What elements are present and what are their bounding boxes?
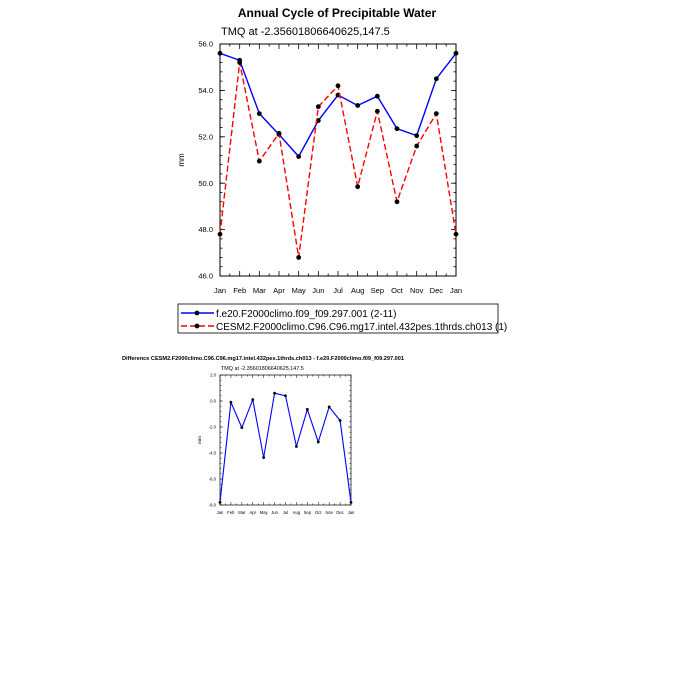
x-tick-label: Apr [249,510,256,515]
series-2-point [217,231,223,237]
diff-y-axis-label: mm [197,436,202,444]
series-1-point [414,133,420,139]
y-axis-label: mm [177,153,186,167]
x-tick-label: Jan [450,286,462,295]
series-1-point [251,398,255,402]
series-1-point [355,103,361,108]
x-tick-label: Jun [312,286,324,295]
series-1-point [349,501,353,504]
series-1-point [262,456,266,459]
series-line-2 [219,62,457,258]
series-1-point [240,426,244,430]
legend-item-2: CESM2.F2000climo.C96.C96.mg17.intel.432p… [181,322,507,333]
x-tick-label: Oct [391,286,404,295]
series-2-point [256,158,262,164]
y-tick-label: 48.0 [198,225,213,234]
series-1-point [305,408,309,411]
y-tick-label: 50.0 [198,179,213,188]
series-2-point [414,143,420,149]
legend-box [177,303,499,334]
x-tick-label: Aug [351,286,364,295]
x-tick-label: Nov [325,510,333,515]
y-tick-label: 56.0 [198,40,213,49]
x-tick-label: May [260,510,269,515]
x-tick-label: May [292,286,306,295]
series-1-point [256,111,262,116]
series-2-point [237,60,243,65]
series-1-point [394,126,400,132]
x-tick-label: Feb [233,286,246,295]
series-1-point [374,93,380,99]
x-tick-label: Nov [410,286,424,295]
x-tick-label: Apr [273,286,285,295]
series-1-point [433,76,439,82]
series-2-point [453,231,459,237]
annual-cycle-chart: Annual Cycle of Precipitable Water TMQ a… [177,6,507,334]
series-1-point [327,405,331,409]
series-2-point [276,130,282,136]
chart-subtitle: TMQ at -2.35601806640625,147.5 [221,26,390,38]
series-1-point [316,440,320,444]
chart-title: Annual Cycle of Precipitable Water [238,6,437,20]
series-1-point [284,394,287,398]
series-1-point [273,391,276,395]
series-1-point [338,419,342,422]
x-tick-label: Jun [271,510,278,515]
x-tick-label: Aug [293,510,301,515]
series-line-1 [219,392,352,503]
difference-chart: Difference CESM2.F2000climo.C96.C96.mg17… [122,356,404,515]
x-tick-label: Jan [348,510,355,515]
x-tick-label: Jan [217,510,224,515]
series-2-point [433,111,439,116]
legend-label-1: f.e20.F2000climo.f09_f09.297.001 (2-11) [216,309,397,320]
legend-label-2: CESM2.F2000climo.C96.C96.mg17.intel.432p… [216,322,507,333]
series-1-point [218,501,222,504]
series-1-point [453,50,459,56]
series-2-point [374,108,380,114]
y-tick-label: 46.0 [198,272,213,281]
y-tick-label: -6.0 [209,476,217,481]
series-2-point [315,104,321,110]
diff-chart-subtitle: TMQ at -2.35601806640625,147.5 [221,366,304,372]
y-tick-label: 0.0 [210,398,216,403]
series-2-point [335,83,341,89]
y-tick-label: 52.0 [198,132,213,141]
y-tick-label: 2.0 [210,372,216,377]
x-tick-label: Mar [238,510,246,515]
x-tick-label: Dec [430,286,444,295]
x-tick-label: Feb [227,510,235,515]
x-tick-label: Mar [253,286,266,295]
x-tick-label: Sep [304,510,312,515]
plot-frame [219,43,457,277]
x-tick-label: Jul [333,286,343,295]
x-tick-label: Jul [283,510,288,515]
x-tick-label: Jan [214,286,226,295]
x-tick-label: Oct [315,510,322,515]
series-2-point [394,199,400,205]
y-tick-label: -4.0 [209,450,217,455]
series-1-point [295,445,298,448]
legend-item-1: f.e20.F2000climo.f09_f09.297.001 (2-11) [181,309,397,320]
series-2-point [355,184,361,190]
series-1-point [217,50,223,56]
series-1-point [229,400,233,404]
x-tick-label: Dec [336,510,343,515]
series-2-point [296,255,302,260]
y-tick-label: -8.0 [209,502,217,507]
y-tick-label: 54.0 [198,86,213,95]
diff-chart-title: Difference CESM2.F2000climo.C96.C96.mg17… [122,356,404,362]
series-1-point [296,154,302,159]
x-tick-label: Sep [371,286,384,295]
y-tick-label: -2.0 [209,424,217,429]
